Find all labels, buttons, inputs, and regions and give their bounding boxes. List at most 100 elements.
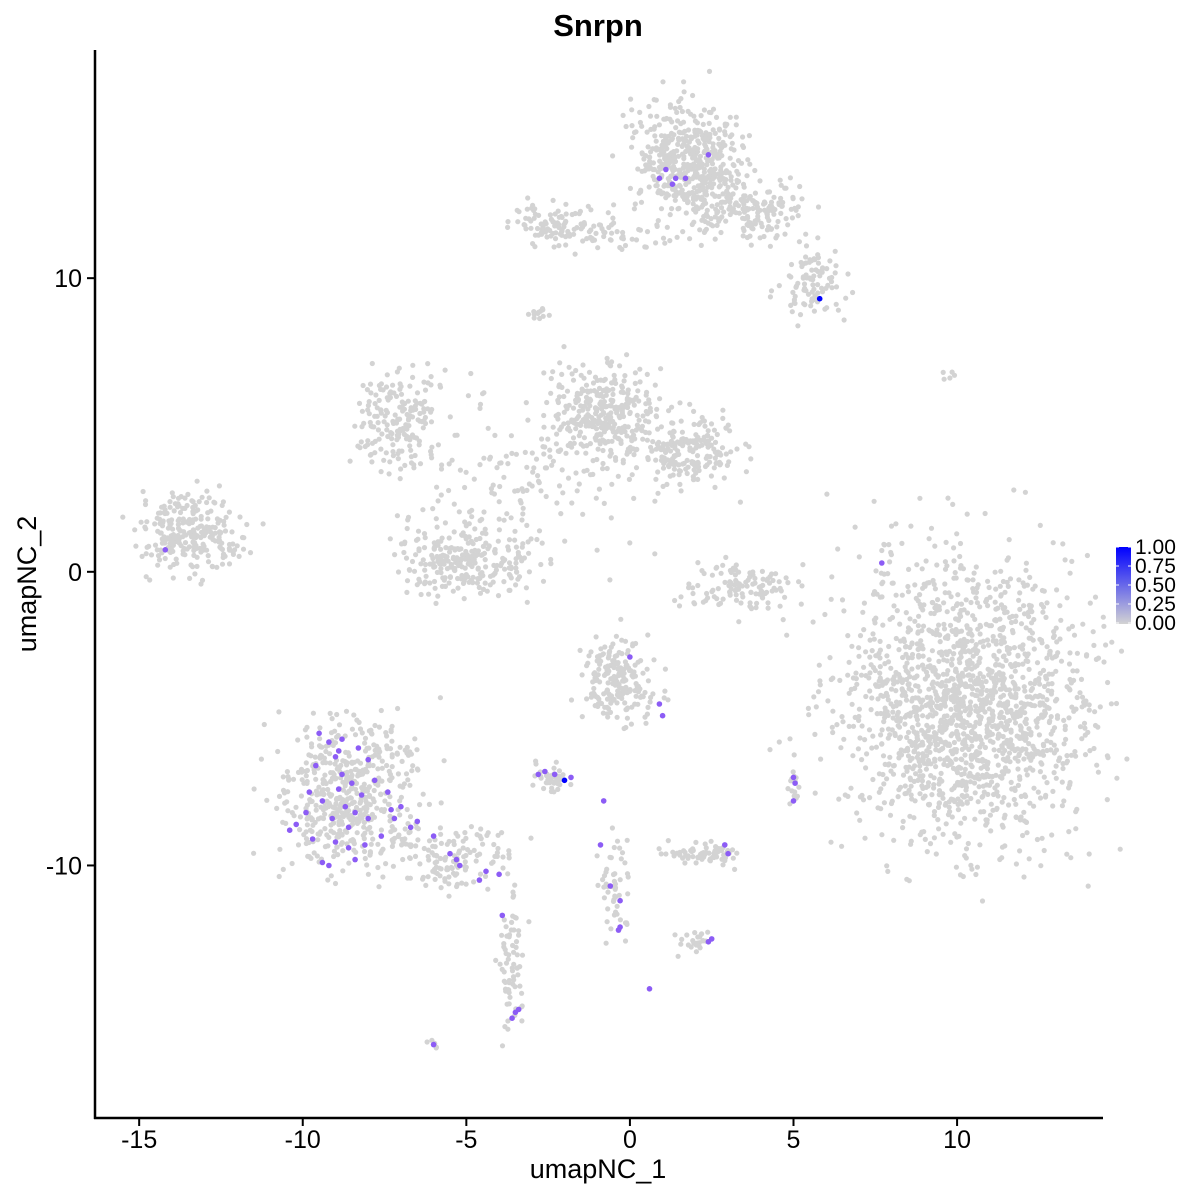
cell-point xyxy=(890,709,896,715)
cell-point xyxy=(661,460,667,467)
cell-point xyxy=(170,494,176,500)
cell-point xyxy=(686,191,692,197)
cell-point xyxy=(879,594,885,600)
cell-point xyxy=(451,841,457,848)
cell-point xyxy=(1021,603,1027,609)
cell-point xyxy=(586,369,593,375)
cell-point xyxy=(888,686,895,692)
cell-point xyxy=(852,524,858,530)
cell-point xyxy=(513,565,519,571)
cell-point xyxy=(667,238,673,244)
cell-point xyxy=(1077,724,1084,730)
cell-point xyxy=(980,674,987,680)
cell-point xyxy=(442,367,448,373)
cell-point xyxy=(199,494,205,500)
cell-point xyxy=(928,698,934,704)
cell-point xyxy=(565,475,572,481)
cell-point xyxy=(803,288,809,294)
cell-point xyxy=(157,516,163,522)
cell-point xyxy=(714,431,720,438)
cell-point xyxy=(624,433,630,439)
cell-point xyxy=(593,230,599,236)
cell-point xyxy=(667,473,673,479)
cell-point xyxy=(899,540,905,547)
cell-point xyxy=(416,442,422,448)
cell-point xyxy=(752,190,759,196)
cell-point xyxy=(984,723,990,729)
cell-point xyxy=(717,600,724,607)
cell-point xyxy=(368,390,374,396)
cell-point xyxy=(336,795,342,802)
cell-point xyxy=(394,432,400,438)
cell-point xyxy=(264,797,270,803)
cell-point xyxy=(384,422,390,428)
cell-point xyxy=(733,562,739,568)
cell-point xyxy=(594,547,600,553)
cell-point xyxy=(578,441,584,447)
cell-point xyxy=(887,812,894,818)
cell-point xyxy=(402,462,408,468)
cell-point xyxy=(767,294,774,300)
cell-point xyxy=(548,561,554,567)
cell-point xyxy=(405,752,412,758)
cell-point xyxy=(446,881,452,887)
cell-point xyxy=(1082,701,1088,707)
cell-point xyxy=(417,802,423,808)
cell-point xyxy=(979,756,986,763)
cell-point xyxy=(987,812,994,818)
cell-point xyxy=(596,486,603,492)
cell-point xyxy=(660,465,667,471)
cell-point xyxy=(743,469,750,475)
cell-point xyxy=(674,439,681,445)
cell-point xyxy=(922,836,928,843)
cell-point xyxy=(669,206,675,212)
cell-point xyxy=(757,235,763,241)
cell-point xyxy=(1086,702,1092,708)
cell-point xyxy=(571,440,577,446)
cell-point xyxy=(328,793,334,799)
cell-point xyxy=(669,119,675,125)
cell-point xyxy=(415,767,421,773)
cell-point xyxy=(408,447,414,453)
cell-point xyxy=(371,787,377,794)
cell-point xyxy=(879,741,885,747)
cell-point xyxy=(914,562,920,568)
cell-point xyxy=(408,405,414,411)
cell-point xyxy=(914,730,920,736)
cell-point xyxy=(954,531,960,537)
cell-point xyxy=(439,535,445,541)
cell-point xyxy=(368,830,374,836)
cell-point xyxy=(519,1018,525,1024)
cell-point xyxy=(1113,700,1120,707)
cell-point xyxy=(778,210,784,216)
cell-point xyxy=(367,824,373,831)
cell-point xyxy=(941,720,947,726)
cell-point xyxy=(1114,775,1120,781)
cell-point xyxy=(492,570,498,576)
cell-point xyxy=(951,558,957,564)
cell-point xyxy=(347,458,353,464)
cell-point xyxy=(512,488,518,494)
cell-point xyxy=(908,841,914,847)
cell-point xyxy=(586,413,592,419)
cell-point xyxy=(991,791,997,798)
cell-point xyxy=(805,291,812,297)
cell-point xyxy=(326,834,332,841)
cell-point xyxy=(935,673,942,679)
cell-point xyxy=(806,712,812,718)
cell-point xyxy=(1061,798,1067,804)
cell-point xyxy=(182,540,189,546)
cell-point xyxy=(206,524,212,531)
cell-point xyxy=(942,566,949,572)
cell-point xyxy=(1051,629,1057,635)
cell-point xyxy=(373,392,379,398)
cell-point xyxy=(934,696,940,702)
cell-point xyxy=(858,672,865,678)
cell-point xyxy=(787,175,794,181)
cell-point xyxy=(718,167,724,173)
cell-point xyxy=(723,554,729,561)
cell-point xyxy=(417,461,424,467)
cell-point xyxy=(920,742,926,748)
cell-point xyxy=(1033,748,1039,754)
cell-point xyxy=(880,771,886,778)
